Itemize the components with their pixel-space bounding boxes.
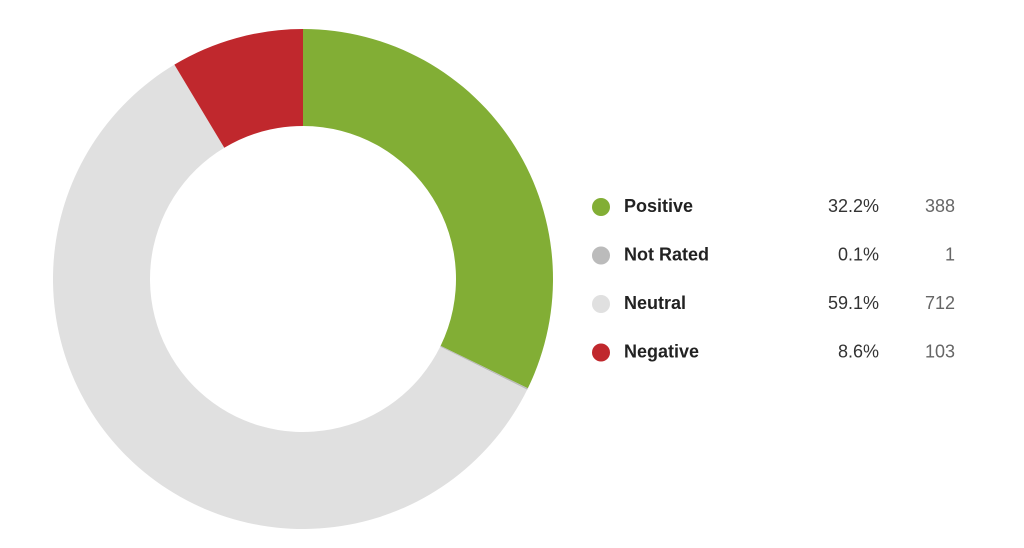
- legend-name: Not Rated: [624, 244, 709, 264]
- legend-percent: 8.6%: [838, 341, 879, 361]
- legend-dot: [592, 246, 610, 265]
- donut-slice: [52, 64, 528, 530]
- legend-percent: 0.1%: [838, 244, 879, 264]
- legend-percent: 59.1%: [828, 293, 879, 313]
- legend-count: 712: [925, 293, 955, 313]
- legend-name: Negative: [624, 341, 699, 361]
- legend-dot: [592, 198, 610, 216]
- legend-dot: [592, 295, 610, 313]
- legend-dot: [592, 343, 610, 362]
- legend-percent: 32.2%: [828, 196, 879, 216]
- donut-slice: [440, 345, 528, 390]
- donut-slice: [303, 29, 553, 389]
- legend-count: 1: [945, 244, 955, 264]
- legend-name: Neutral: [624, 293, 686, 313]
- legend-count: 103: [925, 341, 955, 361]
- donut-slice: [174, 29, 303, 148]
- legend-name: Positive: [624, 196, 693, 216]
- legend-count: 388: [925, 196, 955, 216]
